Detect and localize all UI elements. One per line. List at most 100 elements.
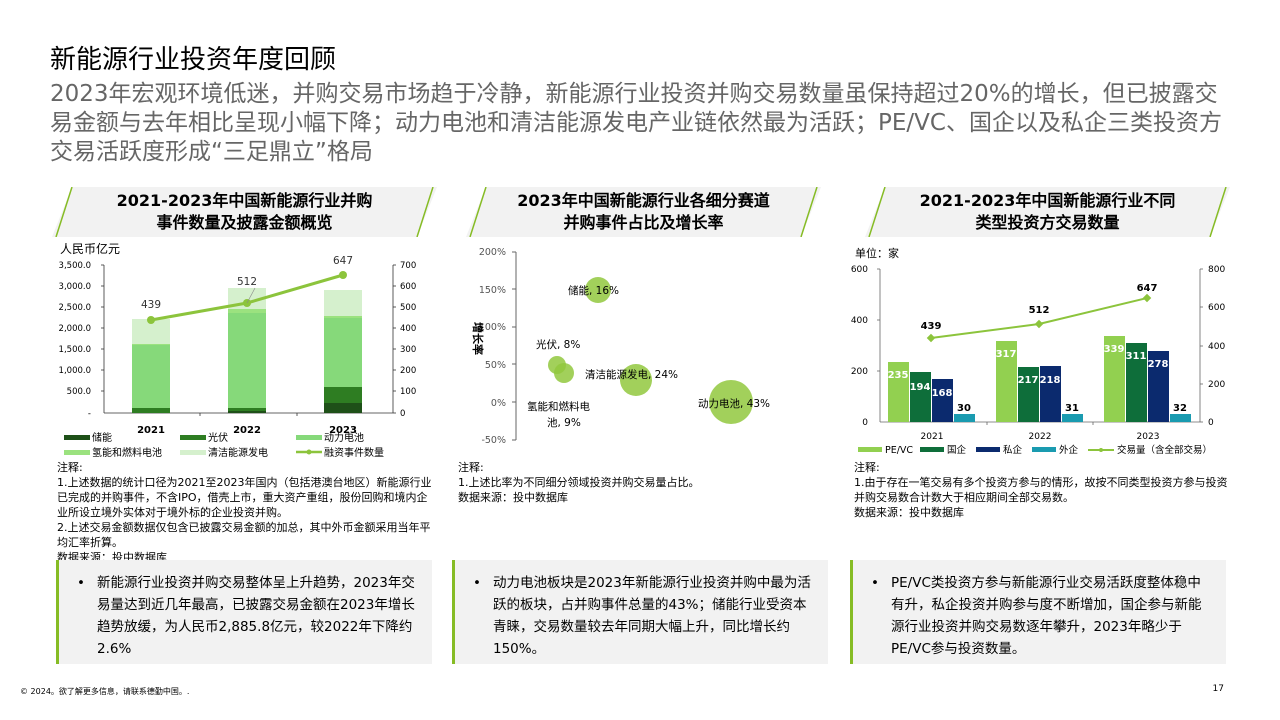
chart1-unit-label: 人民币亿元 (60, 241, 120, 256)
svg-text:500: 500 (400, 303, 416, 313)
panel-3-notes: 注释: 1.由于存在一笔交易有多个投资方参与的情形，故按不同类型投资方参与投资并… (854, 460, 1234, 520)
chart3-line-total-deals (930, 297, 1148, 339)
panel-3-title-line1: 2021-2023年中国新能源行业不同 (919, 191, 1176, 210)
chart2-bubble-labels: 储能, 16% 光伏, 8% 清洁能源发电, 24% 氢能和燃料电 池, 9% … (527, 284, 770, 429)
svg-text:0: 0 (400, 409, 405, 419)
svg-text:清洁能源发电: 清洁能源发电 (208, 446, 268, 459)
svg-text:600: 600 (400, 282, 416, 292)
chart-segment-bubble: 200% 150% 100% 50% 0% -50% 增长率 储能, 16% 光… (471, 247, 770, 446)
svg-text:30: 30 (957, 403, 971, 414)
bullet-icon: • (473, 575, 481, 591)
svg-text:2022: 2022 (1029, 432, 1052, 442)
chart2-y-axis-ticks: 200% 150% 100% 50% 0% -50% (479, 247, 506, 446)
svg-text:0%: 0% (491, 398, 506, 409)
chart1-line-labels: 439 512 647 (141, 255, 353, 311)
chart-mna-amount-count: 人民币亿元 3,500.0 3,000.0 2,500.0 2,000.0 1,… (59, 241, 417, 459)
panel-1-summary: • 新能源行业投资并购交易整体呈上升趋势，2023年交易量达到近几年最高，已披露… (56, 560, 432, 664)
panel-3-summary: • PE/VC类投资方参与新能源行业交易活跃度整体稳中有升，私企投资并购参与度不… (850, 560, 1226, 664)
chart3-foreign-labels: 30 31 32 (957, 403, 1187, 414)
svg-text:400: 400 (400, 324, 416, 334)
svg-text:0: 0 (862, 418, 868, 428)
svg-text:2023: 2023 (1137, 432, 1160, 442)
svg-text:2023: 2023 (329, 425, 357, 436)
chart3-x-axis-labels: 2021 2022 2023 (921, 432, 1160, 442)
svg-text:0: 0 (1208, 418, 1214, 428)
svg-text:31: 31 (1065, 403, 1079, 414)
chart3-bars-2022 (996, 341, 1083, 422)
panel-2-header: 2023年中国新能源行业各细分赛道 并购事件占比及增长率 (466, 187, 821, 237)
svg-text:储能, 16%: 储能, 16% (568, 284, 619, 297)
chart1-bar-2022 (228, 288, 266, 413)
chart1-bar-2023 (324, 290, 362, 413)
bullet-icon: • (871, 575, 879, 591)
panel-2-source: 数据来源：投中数据库 (458, 491, 568, 504)
svg-text:218: 218 (1040, 375, 1061, 386)
svg-text:512: 512 (1029, 305, 1050, 316)
svg-text:1,000.0: 1,000.0 (59, 366, 91, 376)
footer-copyright: © 2024。欲了解更多信息，请联系德勤中国。. (20, 687, 190, 696)
panel-2-title-line2: 并购事件占比及增长率 (563, 213, 724, 232)
svg-text:2,500.0: 2,500.0 (59, 303, 91, 313)
svg-text:439: 439 (141, 299, 161, 311)
chart1-y2-axis-ticks: 700 600 500 400 300 200 100 0 (400, 261, 416, 419)
header-accent-lines (55, 187, 434, 237)
svg-text:交易量（含全部交易）: 交易量（含全部交易） (1117, 444, 1212, 456)
svg-text:清洁能源发电, 24%: 清洁能源发电, 24% (585, 368, 678, 381)
svg-text:3,000.0: 3,000.0 (59, 282, 91, 292)
svg-text:194: 194 (910, 382, 931, 393)
svg-text:400: 400 (1208, 342, 1225, 352)
svg-text:311: 311 (1126, 351, 1147, 362)
bubble-power-battery (709, 380, 753, 424)
svg-text:400: 400 (851, 316, 868, 326)
svg-text:50%: 50% (485, 360, 506, 371)
chart3-bars-2023 (1104, 336, 1191, 422)
bullet-icon: • (77, 575, 85, 591)
chart1-legend: 储能 光伏 动力电池 氢能和燃料电池 清洁能源发电 融资事件数量 (64, 431, 384, 459)
panel-3-source: 数据来源：投中数据库 (854, 506, 964, 519)
chart3-bar-labels: 235 194 168 317 217 218 339 311 278 (888, 344, 1169, 399)
svg-text:2021: 2021 (921, 432, 944, 442)
svg-text:600: 600 (851, 265, 868, 275)
svg-text:217: 217 (1018, 375, 1039, 386)
panel-3-header: 2021-2023年中国新能源行业不同 类型投资方交易数量 (865, 187, 1230, 237)
svg-text:200: 200 (400, 366, 416, 376)
svg-text:150%: 150% (479, 285, 506, 296)
svg-text:100%: 100% (479, 322, 506, 333)
chart3-line-labels: 439 512 647 (921, 283, 1158, 332)
chart1-x-axis-labels: 2021 2022 2023 (137, 425, 357, 436)
svg-text:-: - (88, 409, 91, 419)
panel-2-summary: • 动力电池板块是2023年新能源行业投资并购中最为活跃的板块，占并购事件总量的… (452, 560, 828, 664)
svg-text:278: 278 (1148, 359, 1169, 370)
svg-text:储能: 储能 (92, 431, 112, 444)
page-subtitle: 2023年宏观环境低迷，并购交易市场趋于冷静，新能源行业投资并购交易数量虽保持超… (50, 81, 1222, 165)
panel-1-title-line1: 2021-2023年中国新能源行业并购 (116, 191, 373, 210)
page-title: 新能源行业投资年度回顾 (50, 45, 337, 75)
svg-text:32: 32 (1173, 403, 1187, 414)
svg-text:200%: 200% (479, 247, 506, 258)
svg-text:-50%: -50% (481, 435, 506, 446)
svg-text:氢能和燃料电: 氢能和燃料电 (527, 400, 590, 413)
svg-text:168: 168 (932, 388, 953, 399)
chart1-y-axis-ticks: 3,500.0 3,000.0 2,500.0 2,000.0 1,500.0 … (59, 261, 91, 419)
bubble-clean-power (620, 364, 652, 396)
svg-text:2022: 2022 (233, 425, 261, 436)
chart3-y-axis-ticks: 600 400 200 0 (851, 265, 868, 428)
svg-text:100: 100 (400, 387, 416, 397)
svg-text:PE/VC: PE/VC (885, 445, 913, 456)
svg-text:800: 800 (1208, 265, 1225, 275)
chart2-y-axis-label: 增长率 (471, 322, 485, 355)
svg-text:氢能和燃料电池: 氢能和燃料电池 (92, 446, 162, 459)
svg-text:2,000.0: 2,000.0 (59, 324, 91, 334)
chart1-bar-2021 (132, 319, 170, 413)
chart3-unit-label: 单位：家 (855, 246, 899, 260)
svg-text:439: 439 (921, 321, 942, 332)
panel-2-notes: 注释: 1.上述比率为不同细分领域投资并购交易量占比。 数据来源：投中数据库 (458, 460, 836, 505)
panel-3-title-line2: 类型投资方交易数量 (975, 213, 1120, 232)
svg-text:3,500.0: 3,500.0 (59, 261, 91, 271)
header-accent-lines (868, 187, 1227, 237)
header-accent-lines (469, 187, 818, 237)
svg-text:动力电池: 动力电池 (324, 431, 364, 444)
panel-1-notes: 注释: 1.上述数据的统计口径为2021至2023年国内（包括港澳台地区）新能源… (57, 460, 435, 565)
chart3-y2-axis-ticks: 800 600 400 200 0 (1208, 265, 1225, 428)
svg-text:池, 9%: 池, 9% (547, 416, 581, 429)
